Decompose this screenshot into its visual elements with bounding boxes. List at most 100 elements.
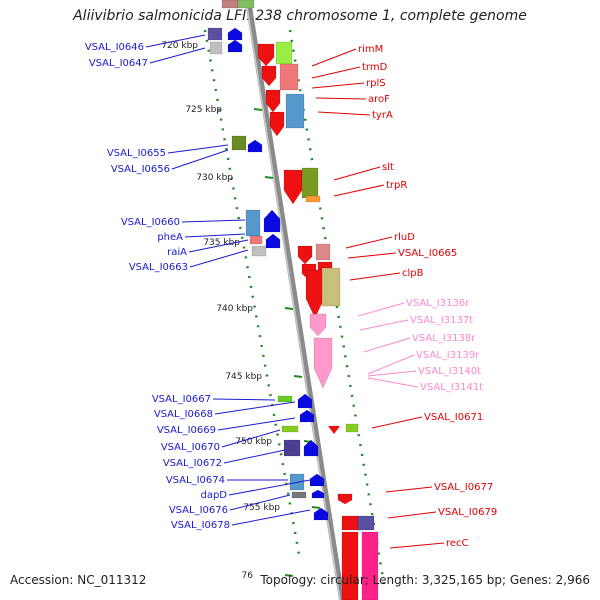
rna-VSAL_I3136r <box>309 313 327 337</box>
kbp-tick-label: 730 kbp <box>196 173 233 183</box>
gene-top <box>221 0 239 9</box>
kbp-tick-label: 740 kbp <box>216 304 253 314</box>
kbp-tick-label: 750 kbp <box>235 437 272 447</box>
gene-label-rluD: rluD <box>394 232 415 243</box>
kbp-tick-label: 735 kbp <box>203 238 240 248</box>
gene-rimM <box>257 43 275 67</box>
gene-aroF-box <box>285 93 305 129</box>
gene-label-VSAL_I0646: VSAL_I0646 <box>85 42 144 53</box>
gene-recC-box <box>361 531 379 600</box>
gene-label-VSAL_I3136r: VSAL_I3136r <box>406 298 470 309</box>
gene-label-VSAL_I0678: VSAL_I0678 <box>171 520 230 531</box>
gene-label-VSAL_I0669: VSAL_I0669 <box>157 425 216 436</box>
gene-clpB <box>305 269 325 319</box>
gene-slt <box>283 169 303 205</box>
kbp-tick <box>293 375 303 378</box>
gene-label-rplS: rplS <box>366 78 386 89</box>
gene-VSAL_I0679 <box>341 515 359 531</box>
map-title: Aliivibrio salmonicida LFI1238 chromosom… <box>73 8 527 24</box>
gene-VSAL_I0667 <box>277 395 293 403</box>
gene-arrow <box>227 27 243 41</box>
gene-label-VSAL_I0660: VSAL_I0660 <box>121 217 180 228</box>
gene-label-VSAL_I0663: VSAL_I0663 <box>129 262 188 273</box>
leader-line <box>212 398 276 401</box>
leader-line <box>171 149 229 170</box>
gene-VSAL_I0669 <box>299 409 315 423</box>
gene-trpR-tail <box>305 195 321 203</box>
gene-VSAL_I0646 <box>207 27 223 41</box>
gene-label-VSAL_I0667: VSAL_I0667 <box>152 394 211 405</box>
gene-label-VSAL_I0679: VSAL_I0679 <box>438 507 497 518</box>
gene-rluD-box <box>315 243 331 261</box>
kbp-tick <box>264 176 274 179</box>
gene-clpB-box <box>321 267 341 307</box>
leader-line <box>167 144 229 154</box>
gene-VSAL_I0655 <box>231 135 247 151</box>
gene-aroF <box>265 89 281 113</box>
kbp-tick <box>284 574 294 577</box>
gene-label-VSAL_I3141t: VSAL_I3141t <box>420 382 483 393</box>
gene-label-VSAL_I3139r: VSAL_I3139r <box>416 350 480 361</box>
leader-line <box>349 272 401 281</box>
kbp-tick <box>253 108 263 111</box>
rna-cluster <box>313 337 333 389</box>
gene-trpR <box>301 167 319 199</box>
gene-label-VSAL_I0676: VSAL_I0676 <box>169 505 228 516</box>
leader-line <box>145 34 206 48</box>
leader-line <box>214 401 296 415</box>
gene-label-raiA: raiA <box>167 247 187 258</box>
gene-label-VSAL_I0647: VSAL_I0647 <box>89 58 148 69</box>
leader-line <box>317 111 371 116</box>
gene-VSAL_I0656 <box>247 139 263 153</box>
kbp-tick-label: 720 kbp <box>161 41 198 51</box>
gene-VSAL_I0669-box <box>281 425 299 433</box>
gene-top <box>237 0 255 9</box>
gene-label-VSAL_I0670: VSAL_I0670 <box>161 442 220 453</box>
gene-VSAL_I0676-arrow <box>311 489 325 499</box>
gene-VSAL_I0671-box <box>345 423 359 433</box>
gene-label-trpR: trpR <box>386 180 407 191</box>
gene-label-slt: slt <box>382 162 394 173</box>
gene-VSAL_I0677 <box>337 493 353 505</box>
leader-line <box>389 542 445 549</box>
leader-line <box>371 416 423 429</box>
gene-label-VSAL_I0672: VSAL_I0672 <box>163 458 222 469</box>
leader-line <box>367 370 417 377</box>
leader-line <box>367 377 419 388</box>
leader-line <box>311 66 361 79</box>
gene-VSAL_I0672 <box>303 439 319 457</box>
leader-line <box>367 354 415 375</box>
gene-VSAL_I0671 <box>328 426 340 434</box>
kbp-tick <box>311 506 321 509</box>
gene-label-VSAL_I0656: VSAL_I0656 <box>111 164 170 175</box>
gene-label-trmD: trmD <box>362 62 388 73</box>
gene-label-rimM: rimM <box>358 44 383 55</box>
gene-VSAL_I0678 <box>313 507 329 521</box>
gene-label-VSAL_I0665: VSAL_I0665 <box>398 248 457 259</box>
leader-line <box>231 509 311 526</box>
gene-VSAL_I0668 <box>297 393 313 409</box>
gene-trmD <box>261 65 277 87</box>
leader-line <box>149 47 206 64</box>
leader-line <box>311 82 365 89</box>
leader-line <box>363 337 411 353</box>
gene-label-VSAL_I3140t: VSAL_I3140t <box>418 366 481 377</box>
gene-label-dapD: dapD <box>200 490 227 501</box>
gene-label-VSAL_I3137t: VSAL_I3137t <box>410 315 473 326</box>
gene-label-VSAL_I0668: VSAL_I0668 <box>154 409 213 420</box>
leader-line <box>189 249 249 268</box>
gene-tyrA <box>269 111 285 137</box>
leader-line <box>359 319 409 331</box>
gene-label-tyrA: tyrA <box>372 110 393 121</box>
leader-line <box>228 479 311 496</box>
leader-line <box>184 233 246 238</box>
gene-raiA <box>249 235 263 245</box>
kbp-tick <box>284 307 294 310</box>
genome-summary: Topology: circular; Length: 3,325,165 bp… <box>260 573 590 587</box>
gene-label-clpB: clpB <box>402 268 424 279</box>
gene-VSAL_I0676 <box>291 491 307 499</box>
chromosome-backbone <box>245 0 345 600</box>
leader-line <box>345 236 393 249</box>
kbp-tick-label: 755 kbp <box>243 503 280 513</box>
gene-label-aroF: aroF <box>368 94 390 105</box>
